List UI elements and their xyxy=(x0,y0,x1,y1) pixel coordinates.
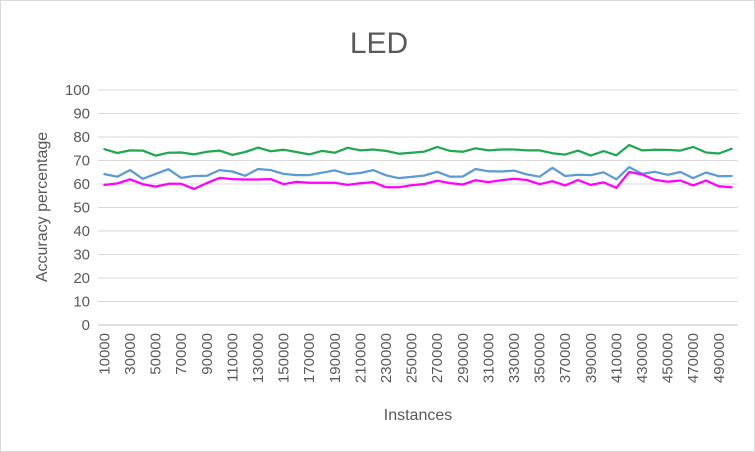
x-tick-label: 290000 xyxy=(455,333,472,383)
x-tick-label: 250000 xyxy=(404,333,421,383)
x-tick-label: 170000 xyxy=(301,333,318,383)
x-tick-label: 30000 xyxy=(122,333,139,375)
y-tick-label: 70 xyxy=(73,153,90,170)
y-axis-label: Accuracy percentage xyxy=(34,132,51,282)
x-tick-label: 110000 xyxy=(224,333,241,382)
series-group xyxy=(103,143,733,191)
x-axis-ticks: 10000 30000 50000 70000 90000 110000 130000 150… xyxy=(96,333,727,383)
x-tick-label: 70000 xyxy=(173,333,190,375)
x-tick-label: 350000 xyxy=(532,333,549,383)
gridlines xyxy=(98,89,738,326)
y-tick-label: 100 xyxy=(65,82,90,99)
chart-title: LED xyxy=(350,27,408,60)
series-line-3 xyxy=(103,170,733,191)
x-tick-label: 130000 xyxy=(250,333,267,383)
series-line-2 xyxy=(103,165,733,181)
y-tick-label: 60 xyxy=(73,176,90,193)
x-tick-label: 150000 xyxy=(276,333,293,383)
x-tick-label: 190000 xyxy=(327,333,344,383)
y-axis-ticks: 0 10 20 30 40 50 60 70 80 90 100 xyxy=(65,82,90,334)
y-tick-label: 0 xyxy=(82,317,90,334)
x-tick-label: 390000 xyxy=(583,333,600,383)
x-tick-label: 310000 xyxy=(480,333,497,383)
x-tick-label: 410000 xyxy=(608,333,625,383)
y-tick-label: 50 xyxy=(73,200,90,217)
x-tick-label: 10000 xyxy=(96,333,113,375)
x-tick-label: 470000 xyxy=(685,333,702,383)
series-line-1 xyxy=(103,143,733,157)
x-tick-label: 270000 xyxy=(429,333,446,383)
x-axis-label: Instances xyxy=(384,407,452,424)
y-tick-label: 90 xyxy=(73,106,90,123)
x-tick-label: 50000 xyxy=(148,333,165,375)
x-tick-label: 370000 xyxy=(557,333,574,383)
y-tick-label: 80 xyxy=(73,129,90,146)
y-tick-label: 40 xyxy=(73,223,90,240)
x-tick-label: 330000 xyxy=(506,333,523,383)
y-tick-label: 30 xyxy=(73,247,90,264)
y-tick-label: 20 xyxy=(73,270,90,287)
x-tick-label: 450000 xyxy=(660,333,677,383)
x-tick-label: 230000 xyxy=(378,333,395,383)
x-tick-label: 430000 xyxy=(634,333,651,383)
x-tick-label: 90000 xyxy=(199,333,216,375)
y-tick-label: 10 xyxy=(73,294,90,311)
x-tick-label: 210000 xyxy=(352,333,369,383)
x-tick-label: 490000 xyxy=(711,333,728,383)
